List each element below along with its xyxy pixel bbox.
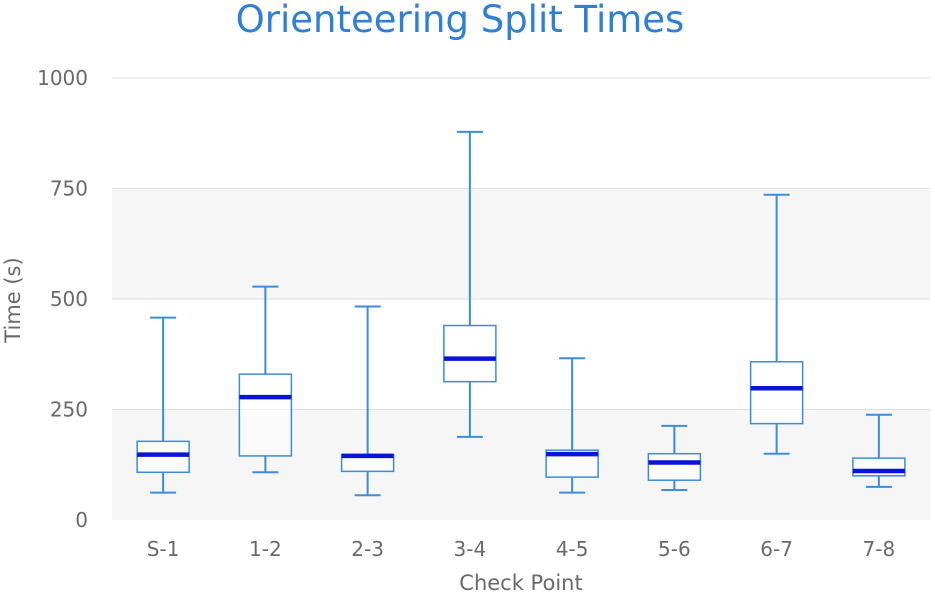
box-4-5	[545, 357, 599, 494]
x-tick-label: 6-7	[760, 537, 793, 561]
iqr-box	[647, 452, 702, 481]
x-tick-label: 1-2	[249, 537, 282, 561]
y-tick-label: 750	[50, 177, 88, 201]
y-tick-label: 0	[75, 508, 88, 532]
background-band	[112, 409, 930, 520]
x-tick-label: 7-8	[863, 537, 896, 561]
background-bands	[112, 188, 930, 520]
x-axis-label: Check Point	[459, 571, 582, 595]
y-tick-label: 1000	[37, 66, 88, 90]
x-tick-label: S-1	[147, 537, 180, 561]
x-tick-label: 2-3	[351, 537, 384, 561]
chart-title: Orienteering Split Times	[236, 0, 685, 41]
box-7-8	[852, 413, 906, 488]
box-2-3	[340, 305, 395, 497]
x-tick-label: 3-4	[454, 537, 487, 561]
boxes	[136, 130, 906, 497]
iqr-box	[443, 324, 497, 383]
background-band	[112, 188, 930, 299]
box-1-2	[238, 285, 293, 474]
x-tick-label: 5-6	[658, 537, 691, 561]
box-3-4	[443, 130, 497, 438]
box-5-6	[647, 424, 702, 491]
y-tick-label: 250	[50, 398, 88, 422]
iqr-box	[749, 361, 804, 425]
box-6-7	[749, 193, 804, 455]
box-S-1	[136, 316, 190, 494]
y-tick-label: 500	[50, 287, 88, 311]
y-tick-labels: 0 250 500 750 1000	[37, 66, 88, 532]
y-axis-label: Time (s)	[1, 257, 25, 343]
x-tick-labels: S-1 1-2 2-3 3-4 4-5 5-6 6-7 7-8	[147, 537, 895, 561]
x-tick-label: 4-5	[556, 537, 589, 561]
iqr-box	[238, 373, 293, 457]
